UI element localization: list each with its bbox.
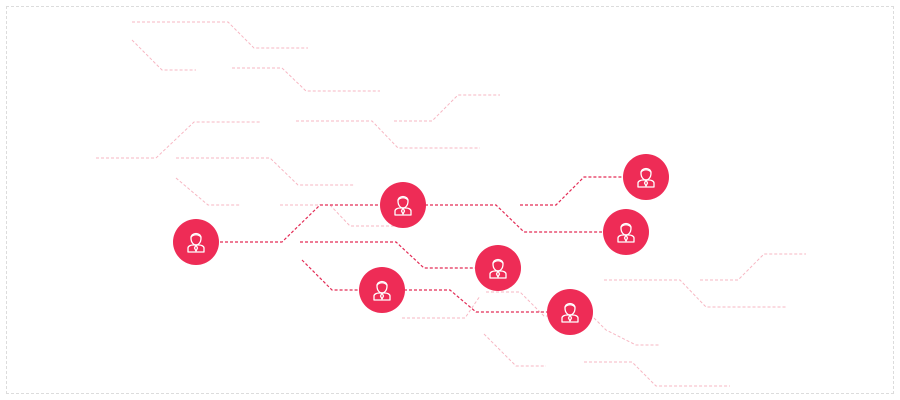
connection bbox=[300, 241, 476, 269]
user-node[interactable] bbox=[623, 154, 669, 200]
connection bbox=[220, 204, 380, 243]
user-node[interactable] bbox=[547, 289, 593, 335]
trace bbox=[96, 121, 260, 159]
trace bbox=[232, 67, 380, 92]
user-node[interactable] bbox=[475, 245, 521, 291]
diagram-frame bbox=[6, 6, 894, 394]
trace bbox=[483, 333, 546, 367]
trace bbox=[175, 177, 240, 206]
trace bbox=[280, 204, 400, 227]
background-traces bbox=[96, 21, 806, 387]
trace bbox=[402, 295, 481, 319]
trace bbox=[604, 279, 786, 308]
node-circle bbox=[475, 245, 521, 291]
trace bbox=[132, 21, 308, 49]
node-circle bbox=[173, 219, 219, 265]
user-node[interactable] bbox=[603, 209, 649, 255]
user-node[interactable] bbox=[173, 219, 219, 265]
connection bbox=[425, 204, 602, 233]
trace bbox=[131, 39, 196, 71]
trace bbox=[296, 120, 480, 149]
connection bbox=[301, 259, 360, 291]
node-circle bbox=[380, 182, 426, 228]
trace bbox=[584, 361, 730, 387]
node-circle bbox=[359, 267, 405, 313]
connections bbox=[220, 176, 624, 313]
nodes bbox=[173, 154, 669, 335]
connection bbox=[520, 176, 624, 206]
node-circle bbox=[547, 289, 593, 335]
trace bbox=[486, 291, 550, 317]
trace bbox=[700, 253, 806, 281]
node-circle bbox=[623, 154, 669, 200]
trace bbox=[176, 157, 354, 186]
user-node[interactable] bbox=[380, 182, 426, 228]
user-node[interactable] bbox=[359, 267, 405, 313]
node-circle bbox=[603, 209, 649, 255]
trace bbox=[394, 94, 500, 122]
connection bbox=[404, 289, 550, 313]
trace bbox=[593, 317, 660, 346]
